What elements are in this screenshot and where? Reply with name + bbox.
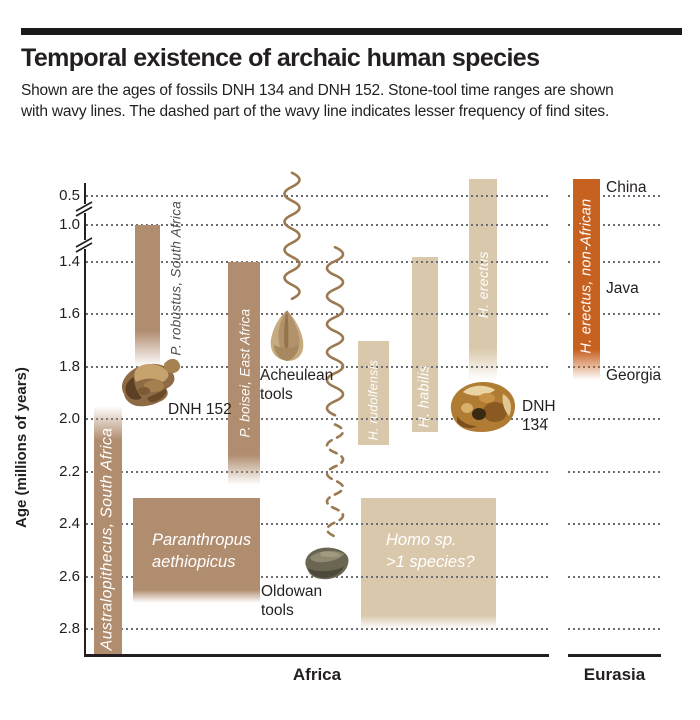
gridline-africa-2.0 (86, 418, 549, 421)
region-label-africa: Africa (292, 665, 342, 684)
bar-h-rudolfensis (358, 340, 389, 446)
bar-h-erectus (469, 179, 497, 380)
y-axis-title: Age (millions of years) (13, 367, 30, 528)
gridline-africa-1.6 (86, 313, 549, 316)
gridline-africa-1.4 (86, 261, 549, 263)
oldowan-stone-image (300, 545, 352, 581)
dnh-134-skull-image (442, 374, 522, 438)
y-tick-label-1.4: 1.4 (59, 253, 80, 270)
bar-label-p-robustus-south-africa: P. robustus, South Africa (168, 201, 184, 356)
bar-label-p-boisei-east-africa: P. boisei, East Africa (237, 309, 253, 438)
gridline-eurasia-0.5 (568, 195, 661, 197)
annotation-acheulean-tools: Acheulean tools (260, 367, 334, 403)
region-axis-eurasia (568, 654, 661, 657)
region-axis-africa (85, 654, 549, 657)
gridline-eurasia-1.4 (568, 261, 661, 263)
annotation-oldowan-tools: Oldowan tools (261, 583, 323, 619)
gridline-eurasia-2.8 (568, 628, 661, 630)
gridline-africa-0.5 (86, 195, 549, 197)
y-tick-label-2.2: 2.2 (59, 462, 80, 480)
bar-p-boisei-east-africa (228, 262, 260, 485)
y-axis-line (84, 183, 86, 657)
gridline-eurasia-2.2 (568, 470, 661, 473)
y-tick-label-1.0: 1.0 (59, 216, 80, 233)
gridline-eurasia-1.8 (568, 365, 661, 368)
bar-australopithecus-south-africa (94, 406, 122, 656)
oldowan-wavy-line-dashed (325, 423, 345, 538)
gridline-africa-1.0 (86, 224, 549, 226)
top-rule (21, 28, 682, 35)
annotation-dnh-134: DNH 134 (522, 398, 556, 434)
bar-label-homo-sp-1-species: Homo sp. >1 species? (386, 531, 475, 571)
figure-title: Temporal existence of archaic human spec… (21, 44, 540, 72)
gridline-eurasia-1.6 (568, 313, 661, 316)
site-label-java: Java (606, 280, 639, 298)
y-tick-label-2.6: 2.6 (59, 567, 80, 585)
bar-p-robustus-south-africa (135, 225, 160, 367)
y-tick-label-1.6: 1.6 (59, 305, 80, 323)
region-label-eurasia: Eurasia (583, 665, 646, 684)
gridline-eurasia-2.4 (568, 523, 661, 526)
gridline-africa-2.8 (86, 628, 549, 630)
gridline-africa-2.2 (86, 470, 549, 473)
bar-label-h-habilis: H. habilis (416, 365, 433, 428)
y-tick-label-2.8: 2.8 (59, 620, 80, 637)
dnh-152-skull-image (114, 352, 190, 416)
y-tick-label-2.0: 2.0 (59, 410, 80, 428)
acheulean-wavy-line (283, 171, 301, 301)
gridline-africa-2.4 (86, 523, 549, 526)
y-tick-label-1.8: 1.8 (59, 357, 80, 375)
bar-homo-sp-1-species (361, 497, 496, 629)
y-tick-label-2.4: 2.4 (59, 515, 80, 533)
gridline-eurasia-1.0 (568, 224, 661, 226)
site-label-georgia: Georgia (606, 366, 662, 384)
bar-label-paranthropus-aethiopicus: Paranthropus aethiopicus (152, 531, 252, 571)
figure-subtitle-line2: with wavy lines. The dashed part of the … (21, 103, 610, 120)
bar-h-erectus-non-african (573, 179, 600, 380)
annotation-dnh-152: DNH 152 (168, 401, 232, 418)
gridline-africa-1.8 (86, 365, 549, 368)
bar-label-h-erectus-non-african: H. erectus, non-African (578, 198, 595, 354)
gridline-eurasia-2.6 (568, 575, 661, 578)
y-tick-label-0.5: 0.5 (59, 187, 80, 204)
gridline-eurasia-2.0 (568, 418, 661, 421)
bar-paranthropus-aethiopicus (133, 497, 260, 603)
bar-label-australopithecus-south-africa: Australopithecus, South Africa (98, 427, 116, 650)
acheulean-handaxe-image (266, 307, 308, 365)
figure-subtitle-line1: Shown are the ages of fossils DNH 134 an… (21, 82, 614, 99)
site-label-china: China (606, 179, 647, 197)
bar-label-h-erectus: H. erectus (474, 251, 491, 318)
bar-label-h-rudolfensis: H. rudolfensis (366, 359, 381, 440)
bar-h-habilis (412, 257, 438, 433)
